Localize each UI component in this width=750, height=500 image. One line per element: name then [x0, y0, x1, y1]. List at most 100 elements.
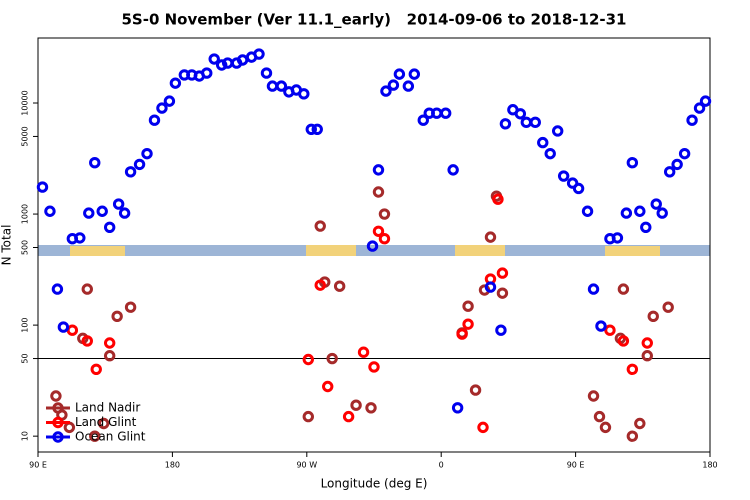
scatter-point [593, 410, 606, 423]
scatter-point [647, 310, 659, 323]
scatter-point [124, 301, 137, 313]
x-tick-label: 180 [702, 461, 717, 470]
scatter-point [89, 430, 101, 442]
scatter-point [111, 310, 123, 323]
x-tick-label: 180 [165, 461, 180, 470]
scatter-point [462, 318, 474, 330]
scatter-point [663, 166, 676, 178]
scatter-point [587, 390, 600, 402]
scatter-point [148, 114, 161, 126]
scatter-point [595, 320, 607, 332]
scatter-point [484, 231, 497, 243]
x-tick-label: 0 [439, 461, 444, 470]
scatter-point [90, 363, 102, 375]
scatter-point [529, 116, 541, 129]
scatter-point [462, 300, 474, 312]
scatter-point [298, 88, 310, 100]
scatter-point [620, 207, 633, 219]
legend-label: Land Glint [75, 415, 137, 429]
scatter-point [626, 430, 639, 442]
scatter-point [537, 136, 549, 149]
scatter-point [305, 123, 317, 135]
scatter-point [96, 205, 108, 217]
scatter-point [492, 193, 504, 205]
scatter-point [469, 384, 482, 396]
scatter-point [380, 85, 392, 97]
y-tick-label: 1000 [21, 204, 30, 224]
scatter-point [626, 157, 639, 169]
scatter-point [372, 186, 385, 198]
scatter-point [693, 102, 706, 114]
scatter-point [447, 164, 459, 176]
scatter-point [439, 107, 452, 119]
chart-title: 5S-0 November (Ver 11.1_early) 2014-09-0… [122, 11, 627, 29]
scatter-point [302, 353, 314, 366]
scatter-point [314, 279, 326, 291]
scatter-point [103, 221, 116, 233]
scatter-point [81, 283, 93, 295]
scatter-point [103, 350, 116, 362]
y-tick-label: 10000 [21, 90, 30, 115]
scatter-point [365, 402, 377, 414]
scatter-point [36, 181, 49, 193]
scatter-point [611, 232, 624, 244]
scatter-point [514, 108, 527, 120]
scatter-point [617, 335, 630, 347]
scatter-point [350, 399, 362, 411]
scatter-point [656, 207, 668, 219]
x-tick-label: 90 E [29, 461, 47, 470]
scatter-point [342, 410, 355, 423]
scatter-point [357, 346, 370, 358]
scatter-point [544, 147, 556, 160]
scatter-point [617, 283, 630, 295]
scatter-point [604, 324, 616, 336]
scatter-point [372, 225, 385, 237]
x-tick-label: 90 W [296, 461, 317, 470]
legend-marker [52, 431, 64, 443]
scatter-point [57, 321, 70, 333]
scatter-point [366, 240, 379, 252]
scatter-point [208, 53, 220, 65]
legend-marker [52, 402, 64, 414]
scatter-point [98, 417, 110, 430]
y-tick-label: 100 [21, 317, 30, 332]
scatter-point [417, 114, 429, 126]
scatter-point [163, 95, 176, 107]
scatter-point [496, 267, 509, 279]
scatter-point [408, 68, 421, 80]
scatter-point [51, 283, 64, 295]
scatter-point [686, 114, 698, 126]
scatter-point [378, 232, 391, 245]
scatter-point [311, 123, 323, 135]
legend-label: Land Nadir [75, 401, 140, 415]
scatter-point [83, 207, 95, 219]
scatter-point [499, 118, 512, 130]
scatter-point [368, 361, 380, 373]
scatter-point [641, 350, 653, 362]
scatter-point [118, 207, 131, 219]
y-axis-label: N Total [0, 225, 14, 266]
scatter-point [50, 390, 62, 402]
scatter-point [451, 402, 464, 414]
scatter-point [587, 283, 600, 295]
scatter-point [378, 208, 391, 220]
plot-frame [37, 37, 711, 453]
scatter-point [640, 221, 652, 233]
scatter-point [662, 301, 674, 313]
scatter-point [260, 67, 273, 79]
scatter-point [326, 352, 338, 365]
x-tick-label: 90 E [567, 461, 585, 470]
legend-label: Ocean Glint [75, 430, 146, 444]
scatter-point [456, 328, 468, 340]
scatter-point [484, 281, 497, 293]
scatter-point [372, 164, 385, 176]
scatter-point [275, 80, 288, 92]
scatter-point [678, 147, 691, 160]
scatter-point [477, 421, 489, 434]
scatter-point [402, 80, 415, 92]
scatter-point [572, 182, 585, 195]
scatter-point [634, 417, 646, 430]
scatter-point [124, 166, 137, 178]
scatter-point [322, 380, 334, 393]
